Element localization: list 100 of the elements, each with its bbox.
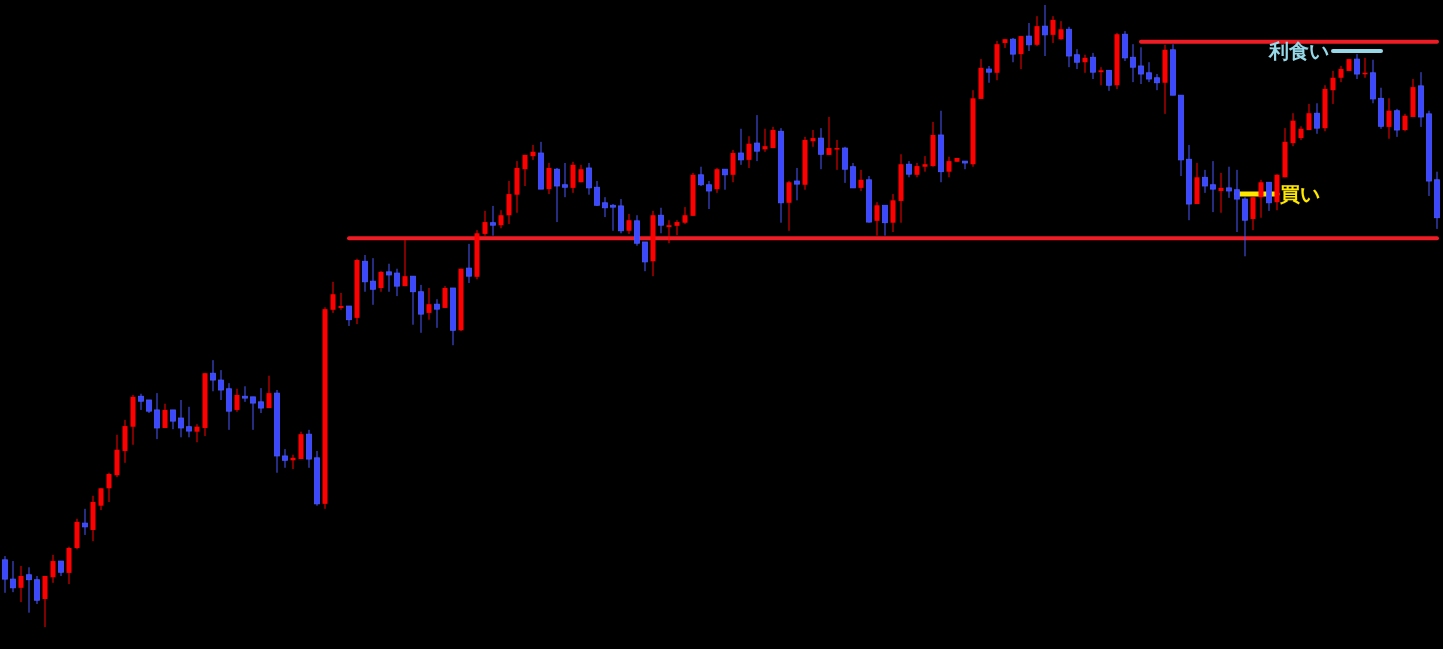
candlestick: [698, 166, 704, 187]
candlestick: [258, 387, 264, 414]
candlestick: [626, 213, 632, 235]
candlestick: [1098, 66, 1104, 86]
candlestick: [1218, 172, 1224, 214]
candlestick: [882, 204, 888, 237]
candlestick: [266, 375, 272, 409]
candlestick: [1258, 179, 1264, 219]
candlestick: [554, 167, 560, 223]
candlestick: [1202, 169, 1208, 194]
candlestick: [1050, 15, 1056, 44]
candlestick: [1242, 196, 1248, 257]
candlestick: [738, 128, 744, 166]
candlestick: [1034, 15, 1040, 47]
candlestick: [26, 566, 32, 614]
candlestick: [922, 155, 928, 173]
candlestick: [434, 298, 440, 329]
candlestick: [138, 393, 144, 411]
candlestick: [226, 382, 232, 431]
candlestick: [1082, 54, 1088, 74]
candlestick: [506, 180, 512, 225]
candlestick: [170, 409, 176, 430]
candlestick: [50, 554, 56, 584]
candlestick: [194, 423, 200, 443]
candlestick: [714, 167, 720, 194]
candlestick: [370, 257, 376, 306]
candlestick: [402, 239, 408, 287]
candlestick: [1002, 38, 1008, 49]
candlestick: [482, 210, 488, 237]
candlestick: [562, 162, 568, 198]
candlestick: [642, 241, 648, 272]
candlestick: [1090, 52, 1096, 80]
candlestick: [186, 406, 192, 438]
candlestick: [1106, 69, 1112, 92]
candlestick: [1266, 181, 1272, 212]
candlestick: [330, 281, 336, 314]
candlestick: [602, 196, 608, 218]
candlestick: [498, 209, 504, 229]
candlestick: [34, 575, 40, 605]
candlestick: [546, 162, 552, 195]
candlestick: [730, 149, 736, 183]
candlestick: [1146, 61, 1152, 83]
candlestick: [1290, 112, 1296, 147]
candlestick: [426, 287, 432, 321]
candlestick: [666, 219, 672, 244]
candlestick: [890, 193, 896, 233]
candlestick: [722, 168, 728, 191]
candlestick: [1306, 103, 1312, 131]
candlestick: [634, 214, 640, 247]
candlestick: [282, 448, 288, 469]
candlestick: [250, 396, 256, 431]
candlestick: [338, 292, 344, 311]
candlestick: [530, 144, 536, 161]
annotation: 利食い: [1268, 39, 1329, 64]
candlestick: [82, 508, 88, 536]
candlestick: [794, 167, 800, 201]
candlestick: [210, 359, 216, 392]
candlestick: [1210, 160, 1216, 213]
candlestick: [818, 127, 824, 170]
candlestick: [154, 392, 160, 440]
candlestick: [1122, 30, 1128, 62]
candlestick: [410, 275, 416, 326]
candlestick: [874, 201, 880, 237]
candlestick: [1018, 35, 1024, 70]
candlestick: [178, 399, 184, 438]
candlestick: [746, 135, 752, 169]
candlestick: [522, 154, 528, 187]
candlestick: [1226, 166, 1232, 199]
candlestick: [834, 139, 840, 171]
candlestick: [394, 268, 400, 297]
candlestick: [858, 169, 864, 192]
candlestick: [1250, 196, 1256, 231]
candlestick: [378, 270, 384, 293]
candlestick: [610, 203, 616, 232]
candlestick: [850, 162, 856, 189]
candlestick: [1058, 20, 1064, 41]
candlestick: [810, 129, 816, 148]
candlestick: [682, 206, 688, 225]
candlestick: [418, 284, 424, 334]
annotation: 買い: [1279, 182, 1320, 207]
candlestick: [1386, 97, 1392, 140]
candlestick: [466, 243, 472, 284]
candlestick: [962, 160, 968, 170]
candlestick: [362, 254, 368, 293]
candlestick: [242, 385, 248, 403]
candlestick: [234, 388, 240, 413]
candlestick: [826, 116, 832, 156]
candlestick: [106, 472, 112, 503]
candlestick: [754, 114, 760, 162]
candlestick: [10, 560, 16, 593]
candlestick: [18, 565, 24, 603]
candlestick: [1354, 53, 1360, 80]
candlestick: [946, 156, 952, 178]
candlestick: [218, 369, 224, 401]
candlestick: [1314, 102, 1320, 135]
candlestick: [1154, 73, 1160, 91]
candlestick: [162, 403, 168, 429]
candlestick: [1074, 48, 1080, 70]
candlestick: [1010, 37, 1016, 63]
candlestick: [570, 161, 576, 194]
